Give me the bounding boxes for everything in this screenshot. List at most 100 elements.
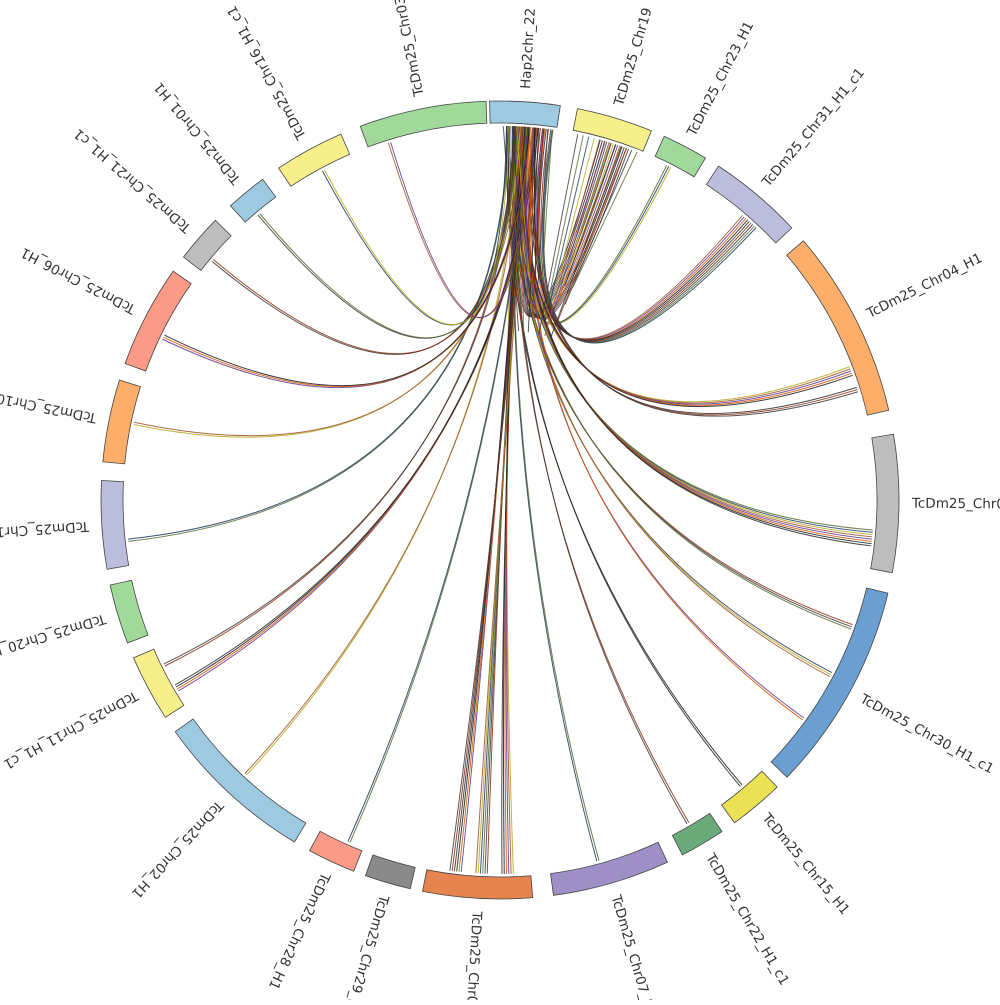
synteny-link-c19: [550, 140, 606, 320]
chromosome-label-c28: TcDm25_Chr28_H1: [265, 869, 334, 992]
synteny-link-hap2: [527, 127, 540, 333]
chromosome-segment-c01: [229, 178, 277, 223]
synteny-link-hap2: [520, 126, 524, 332]
synteny-link-c19: [557, 147, 627, 322]
synteny-link-c16: [323, 126, 510, 326]
chromosome-segment-c23: [654, 135, 707, 178]
synteny-link-c05: [523, 126, 872, 547]
chromosome-segment-c07: [550, 841, 668, 896]
chromosome-label-c23: TcDm25_Chr23_H1: [684, 19, 758, 140]
chromosome-label-hap2: Hap2chr_22: [518, 7, 539, 89]
synteny-link-hap2: [541, 129, 553, 281]
chromosome-segment-c19: [572, 108, 652, 152]
synteny-link-c05: [521, 126, 872, 545]
synteny-link-hap2: [502, 125, 520, 332]
chromosome-label-c06: TcDm25_Chr06_H1: [18, 244, 139, 317]
chromosome-segment-c09: [422, 869, 534, 900]
synteny-link-c19: [564, 149, 633, 305]
synteny-link-hap2: [524, 126, 528, 314]
chromosome-label-c19: TcDm25_Chr19: [611, 6, 656, 109]
chromosome-label-c02: TcDm25_Chr02_H1: [128, 796, 227, 901]
chromosome-segment-c22: [671, 812, 723, 856]
synteny-link-c05: [515, 126, 873, 536]
synteny-link-c10: [133, 126, 521, 438]
synteny-link-c31: [535, 128, 745, 340]
chromosome-segment-c06: [124, 270, 192, 372]
chromosome-label-c22: TcDm25_Chr22_H1_c1: [702, 850, 792, 988]
chromosome-label-c21: TcDm25_Chr21_H1_c1: [71, 125, 195, 236]
chromosome-label-c01: TcDm25_Chr01_H1: [151, 79, 245, 188]
chromosome-ring: [100, 100, 900, 900]
synteny-link-c31: [536, 128, 749, 341]
synteny-link-c19: [550, 136, 590, 301]
synteny-link-c09: [458, 126, 525, 872]
synteny-link-c31: [538, 128, 750, 342]
chromosome-label-c11: TcDm25_Chr11_H1_c1: [1, 687, 142, 772]
synteny-link-c31: [542, 129, 757, 344]
synteny-link-hap2: [511, 126, 527, 296]
synteny-link-c30: [527, 127, 803, 721]
synteny-link-hap2: [532, 128, 544, 315]
chromosome-label-c12: TcDm25_Chr12_H1: [0, 518, 90, 542]
synteny-link-c05: [519, 126, 873, 540]
chromosome-segment-c21: [182, 219, 232, 272]
synteny-link-hap2: [536, 129, 549, 298]
synteny-link-c11: [174, 127, 539, 686]
synteny-link-c19: [557, 142, 611, 303]
synteny-link-c19: [544, 139, 601, 337]
synteny-link-c19: [544, 135, 584, 318]
chromosome-label-c15: TcDm25_Chr15_H1: [758, 810, 853, 918]
synteny-link-c19: [564, 144, 617, 286]
chromosome-label-c30: TcDm25_Chr30_H1_c1: [856, 691, 996, 778]
chromosome-segment-c28: [309, 830, 363, 872]
synteny-link-c16: [321, 126, 508, 326]
chromosome-segment-c16: [278, 133, 351, 187]
synteny-link-c10: [134, 126, 524, 436]
chromosome-label-c16: TcDm25_Chr16_H1_c1: [224, 3, 310, 143]
chromosome-segment-c15: [721, 770, 778, 824]
chromosome-segment-c02: [174, 718, 307, 843]
synteny-link-hap2: [516, 126, 530, 278]
chromosome-label-c10: TcDm25_Chr10_H1: [0, 385, 99, 426]
chromosome-segment-c30: [770, 587, 889, 778]
chromosome-segment-hap2: [489, 100, 561, 128]
chromosome-label-c07: TcDm25_Chr07_H1: [607, 892, 658, 1000]
synteny-link-c28: [347, 126, 529, 842]
synteny-link-c05: [517, 126, 873, 538]
chromosome-label-c31: TcDm25_Chr31_H1_c1: [759, 65, 868, 191]
chromosome-segment-c31: [705, 165, 793, 244]
chromosome-segment-c11: [133, 648, 185, 718]
chromosome-segment-c29: [364, 854, 416, 890]
synteny-link-c19: [538, 134, 579, 335]
chromosome-segment-c03: [359, 100, 488, 148]
synteny-link-c30: [511, 126, 852, 630]
synteny-link-c05: [521, 126, 872, 542]
synteny-link-c11: [163, 126, 518, 665]
synteny-link-c12: [127, 126, 509, 540]
synteny-link-c19: [572, 151, 638, 289]
synteny-link-c11: [178, 127, 536, 692]
chromosome-segment-c10: [102, 379, 141, 465]
chromosome-label-c29: TcDm25_Chr29_H1: [341, 892, 392, 1000]
chromosome-label-c04: TcDm25_Chr04_H1: [863, 250, 985, 322]
synteny-link-c30: [507, 126, 853, 626]
chromosome-segment-c20: [109, 579, 149, 644]
chromosome-label-c03: TcDm25_Chr03_H1: [387, 0, 428, 98]
chromosome-label-c05: TcDm25_Chr05_H1: [911, 496, 1000, 513]
synteny-link-c05: [514, 126, 873, 531]
chromosome-label-c20: TcDm25_Chr20_H1: [0, 610, 109, 662]
chromosome-segment-c05: [870, 433, 900, 574]
synteny-link-c01: [259, 126, 518, 339]
synteny-link-c19: [556, 137, 595, 284]
synteny-link-c11: [175, 127, 537, 688]
chromosome-segment-c12: [100, 480, 130, 570]
synteny-link-c30: [509, 126, 853, 628]
synteny-links: [127, 125, 873, 874]
chromosome-segment-c04: [786, 240, 890, 416]
chromosome-label-c09: TcDm25_Chr09_H1: [461, 910, 484, 1000]
synteny-link-c19: [550, 146, 622, 338]
synteny-link-hap2: [507, 126, 523, 314]
